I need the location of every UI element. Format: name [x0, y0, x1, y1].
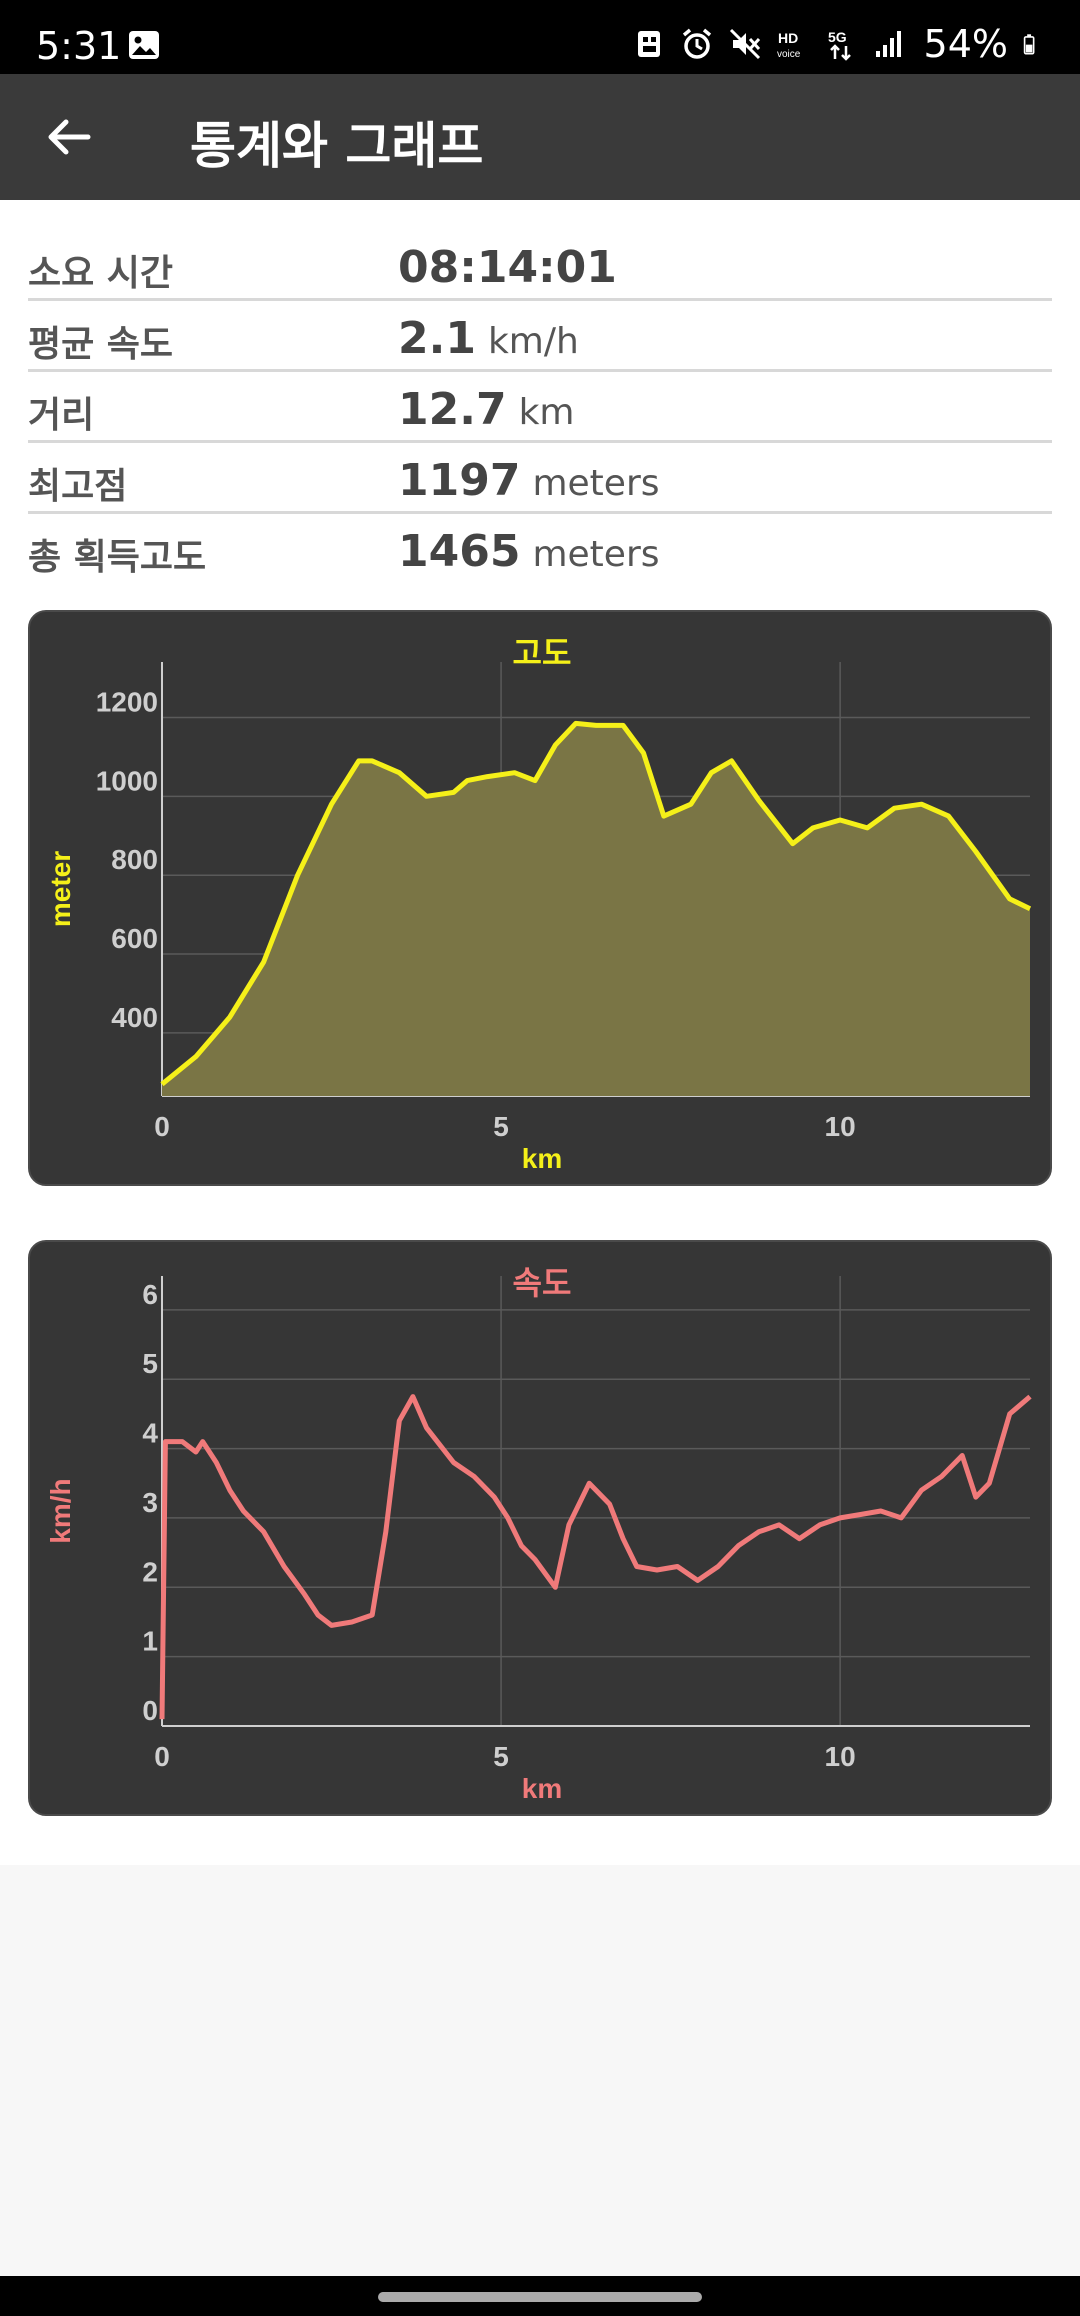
stat-unit: km/h	[487, 321, 579, 362]
back-arrow-icon[interactable]	[44, 112, 94, 162]
stat-label: 최고점	[28, 466, 128, 507]
5g-signal-icon: 5G	[828, 29, 851, 61]
elevation-chart: 400 600 800 1000 1200 0 5 10 고도 km meter	[45, 634, 1032, 1174]
y-tick-label: 0	[142, 1695, 158, 1726]
svg-text:5G: 5G	[828, 29, 847, 45]
y-tick-label: 3	[142, 1487, 158, 1518]
stat-label: 총 획득고도	[28, 537, 207, 578]
x-tick-label: 0	[154, 1741, 170, 1772]
battery-icon	[1023, 34, 1035, 55]
app-bar: 통계와 그래프	[0, 74, 1080, 200]
stats-table: 소요 시간 08:14:01 평균 속도 2.1 km/h 거리 12.7 km 최…	[28, 230, 1052, 585]
x-tick-label: 0	[154, 1111, 170, 1142]
x-tick-label: 5	[493, 1741, 509, 1772]
stat-row-total-ascent: 총 획득고도 1465 meters	[28, 514, 1052, 585]
y-tick-label: 1	[142, 1626, 158, 1657]
gallery-icon	[129, 31, 159, 59]
y-tick-label: 6	[142, 1279, 158, 1310]
y-tick-label: 2	[142, 1556, 158, 1587]
battery-percent: 54%	[923, 22, 1008, 66]
x-axis-label: km	[522, 1773, 562, 1804]
stat-value: 1465 meters	[398, 526, 660, 577]
elevation-chart-card: 400 600 800 1000 1200 0 5 10 고도 km meter	[28, 610, 1052, 1186]
stat-unit: km	[518, 392, 575, 433]
page-title: 통계와 그래프	[190, 117, 484, 175]
stat-row-max-elevation: 최고점 1197 meters	[28, 443, 1052, 514]
y-tick-label: 4	[142, 1418, 158, 1449]
series-area	[162, 723, 1030, 1096]
stat-label: 거리	[28, 395, 95, 436]
chart-title: 고도	[513, 634, 572, 672]
stat-row-avg-speed: 평균 속도 2.1 km/h	[28, 301, 1052, 372]
navigation-bar	[0, 2276, 1080, 2316]
y-tick-label: 400	[111, 1002, 158, 1033]
speed-chart-card: 0 1 2 3 4 5 6 0 5 10 속도 km km/h	[28, 1240, 1052, 1816]
mute-icon	[729, 28, 760, 60]
series-line	[159, 1394, 1032, 1720]
y-tick-label: 800	[111, 844, 158, 875]
series-line	[160, 720, 1032, 1087]
status-icons: HD voice 5G 54%	[632, 22, 1044, 66]
status-bar: 5:31 HD voice 5G	[0, 0, 1080, 74]
stat-value: 1197 meters	[398, 455, 660, 506]
stat-row-duration: 소요 시간 08:14:01	[28, 230, 1052, 301]
alarm-icon	[682, 28, 711, 59]
y-tick-label: 600	[111, 923, 158, 954]
y-tick-label: 5	[142, 1348, 158, 1379]
stat-value: 08:14:01	[398, 242, 617, 293]
x-tick-label: 10	[825, 1111, 856, 1142]
speed-chart: 0 1 2 3 4 5 6 0 5 10 속도 km km/h	[45, 1264, 1032, 1804]
hd-voice-icon: HD voice	[777, 30, 801, 60]
home-gesture-handle[interactable]	[378, 2292, 702, 2302]
stat-value: 12.7 km	[398, 384, 575, 435]
x-tick-label: 5	[493, 1111, 509, 1142]
stat-unit: meters	[532, 463, 660, 504]
stat-label: 평균 속도	[28, 324, 174, 365]
y-tick-label: 1200	[96, 686, 158, 717]
svg-text:voice: voice	[777, 49, 801, 60]
stat-value: 2.1 km/h	[398, 313, 579, 364]
x-tick-label: 10	[825, 1741, 856, 1772]
content-area: 소요 시간 08:14:01 평균 속도 2.1 km/h 거리 12.7 km 최…	[0, 200, 1080, 1865]
status-time: 5:31	[36, 24, 122, 68]
cell-signal-icon	[875, 31, 901, 57]
chart-title: 속도	[513, 1264, 572, 1302]
stat-unit: meters	[532, 534, 660, 575]
y-tick-label: 1000	[96, 765, 158, 796]
x-axis-label: km	[522, 1143, 562, 1174]
stat-label: 소요 시간	[28, 253, 174, 294]
y-axis-label: meter	[45, 851, 76, 927]
y-axis-label: km/h	[45, 1478, 76, 1543]
stat-row-distance: 거리 12.7 km	[28, 372, 1052, 443]
notification-icon	[637, 31, 660, 57]
svg-text:HD: HD	[778, 30, 798, 46]
